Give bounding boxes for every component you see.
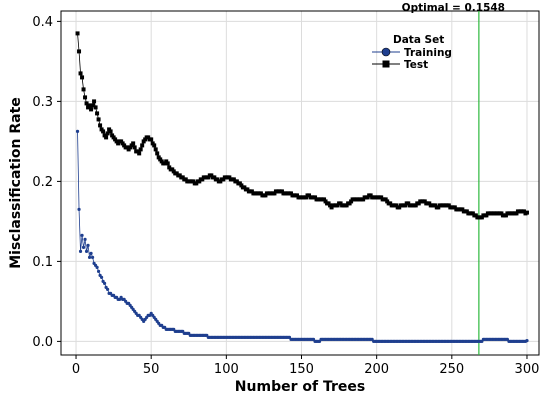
data-point-test (77, 49, 82, 54)
data-point-test (95, 111, 100, 116)
data-point-test (101, 129, 106, 134)
data-point-training (84, 249, 89, 253)
data-point-training (90, 255, 95, 259)
data-point-test (108, 129, 113, 134)
data-point-test (80, 75, 85, 80)
legend-training-marker (381, 47, 391, 57)
data-point-test (83, 95, 88, 100)
data-point-test (90, 103, 95, 108)
x-tick-label: 300 (515, 362, 540, 377)
data-point-training (78, 249, 83, 253)
data-point-test (98, 123, 103, 128)
series-test (75, 31, 529, 220)
data-point-test (104, 135, 109, 140)
data-point-test (89, 107, 94, 112)
x-tick-label: 100 (214, 362, 239, 377)
legend-test-marker (382, 60, 390, 68)
x-axis-title: Number of Trees (235, 379, 365, 395)
data-point-training (86, 243, 90, 247)
data-point-test (138, 147, 143, 152)
x-tick-label: 150 (289, 362, 314, 377)
data-point-training (99, 275, 104, 279)
data-point-test (105, 131, 110, 136)
data-point-test (87, 103, 92, 108)
data-point-training (105, 287, 110, 291)
data-point-test (152, 143, 157, 148)
x-tick-label: 200 (364, 362, 389, 377)
legend-training-label: Training (404, 47, 452, 59)
legend: Data Set Training Test (372, 34, 452, 71)
series-training (75, 129, 529, 343)
data-point-test (137, 151, 142, 156)
x-tick-label: 50 (143, 362, 160, 377)
data-point-test (75, 31, 80, 36)
data-point-test (155, 151, 160, 156)
x-tick-label: 250 (439, 362, 464, 377)
data-point-training (102, 281, 107, 285)
y-axis-title: Misclassification Rate (8, 97, 24, 269)
data-point-test (81, 87, 86, 92)
data-point-training (75, 129, 80, 133)
y-tick-label: 0.0 (32, 335, 53, 350)
y-tick-label: 0.4 (32, 15, 53, 30)
data-point-training (95, 265, 99, 269)
legend-title: Data Set (393, 34, 444, 46)
data-point-test (131, 141, 136, 146)
data-point-test (165, 161, 170, 166)
data-point-training (89, 251, 93, 255)
y-tick-label: 0.3 (32, 95, 53, 110)
data-point-test (149, 137, 154, 142)
data-point-training (81, 245, 86, 249)
data-point-test (93, 105, 98, 110)
plot-frame (60, 10, 540, 356)
x-axis-ticks: 0 50 100 150 200 250 300 (72, 355, 539, 377)
data-point-test (78, 71, 83, 76)
data-point-training (80, 233, 84, 237)
data-point-training (77, 207, 81, 211)
y-axis-ticks: 0.0 0.1 0.2 0.3 0.4 (32, 15, 61, 350)
data-point-test (140, 143, 145, 148)
data-point-training (83, 237, 87, 241)
grid-horizontal (61, 20, 539, 342)
plot-background (61, 11, 539, 355)
data-point-test (96, 117, 101, 122)
optimal-label: Optimal = 0.1548 (402, 2, 505, 14)
data-point-test (92, 99, 97, 104)
y-tick-label: 0.2 (32, 175, 53, 190)
data-point-test (524, 210, 529, 215)
data-point-training (87, 255, 92, 259)
data-point-test (132, 145, 137, 150)
grid-vertical (75, 11, 528, 355)
data-point-training (525, 339, 529, 343)
legend-test-label: Test (404, 59, 428, 71)
x-tick-label: 0 (72, 362, 80, 377)
series-layer (75, 31, 529, 343)
data-point-training (96, 269, 101, 273)
plot-area (60, 10, 540, 356)
data-point-test (153, 147, 158, 152)
data-point-test (84, 101, 89, 106)
y-tick-label: 0.1 (32, 255, 53, 270)
